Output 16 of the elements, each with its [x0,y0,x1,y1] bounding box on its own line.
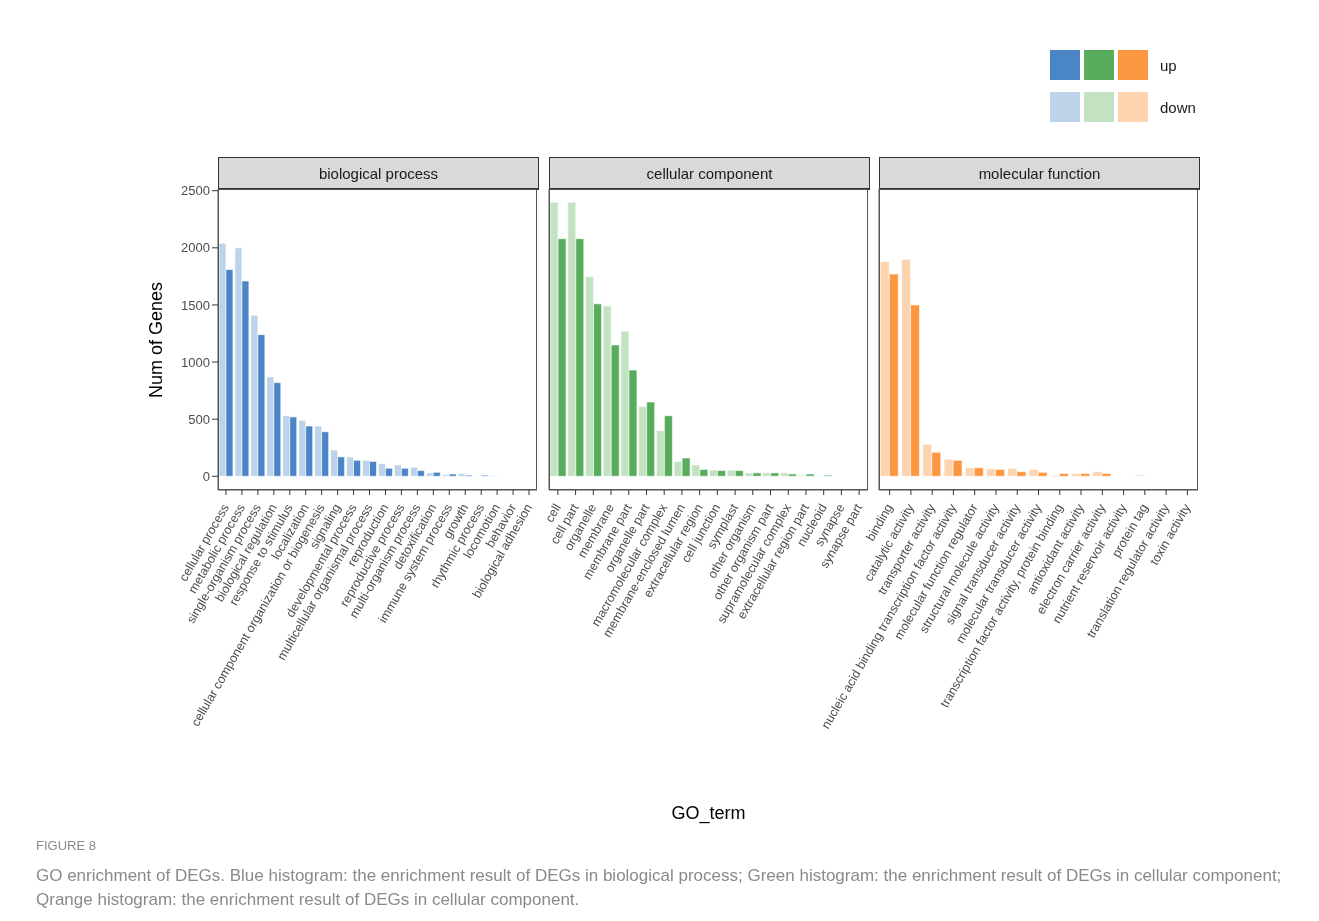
y-axis-title: Num of Genes [145,281,167,399]
y-tick-label: 1500 [181,297,210,313]
legend-label: down [1160,98,1196,116]
chart-title: cellular component [549,157,870,190]
y-tick-label: 1000 [181,354,210,370]
chart-title: biological process [218,157,539,190]
legend-label: up [1160,56,1177,74]
y-tick-label: 2000 [181,240,210,256]
y-tick-label: 0 [202,468,210,484]
y-tick-label: 500 [188,411,210,427]
text: GO enrichment of DEGs. Blue histogram: the enrichment result of DEGs in biological process; Green histogram: the enrichment result of DEGs in cellular component; Qrange histogram: the enrichment result of DEGs in cellular component. [36,865,1283,911]
y-tick-label: 2500 [181,183,210,199]
caption: FIGURE 8 [36,837,97,855]
x-tick-label: cell [542,501,564,525]
chart-title: molecular function [879,157,1200,190]
x-axis-title: GO_term [671,803,746,824]
